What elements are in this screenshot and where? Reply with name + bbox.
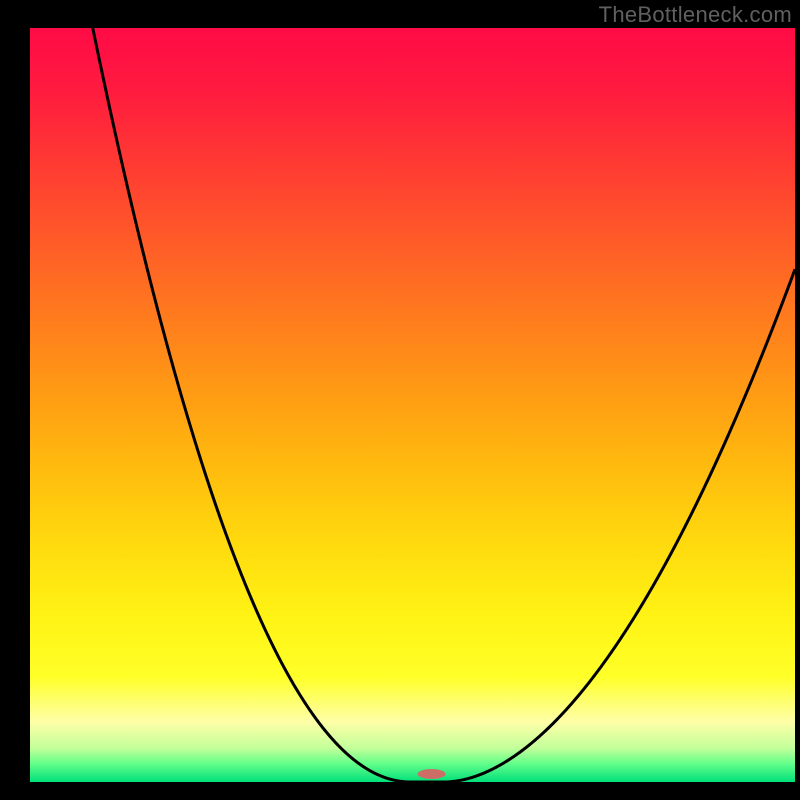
watermark-text: TheBottleneck.com <box>599 2 792 28</box>
bottleneck-chart <box>0 0 800 800</box>
gradient-background <box>30 28 795 782</box>
optimal-marker <box>418 769 446 779</box>
chart-container: TheBottleneck.com <box>0 0 800 800</box>
